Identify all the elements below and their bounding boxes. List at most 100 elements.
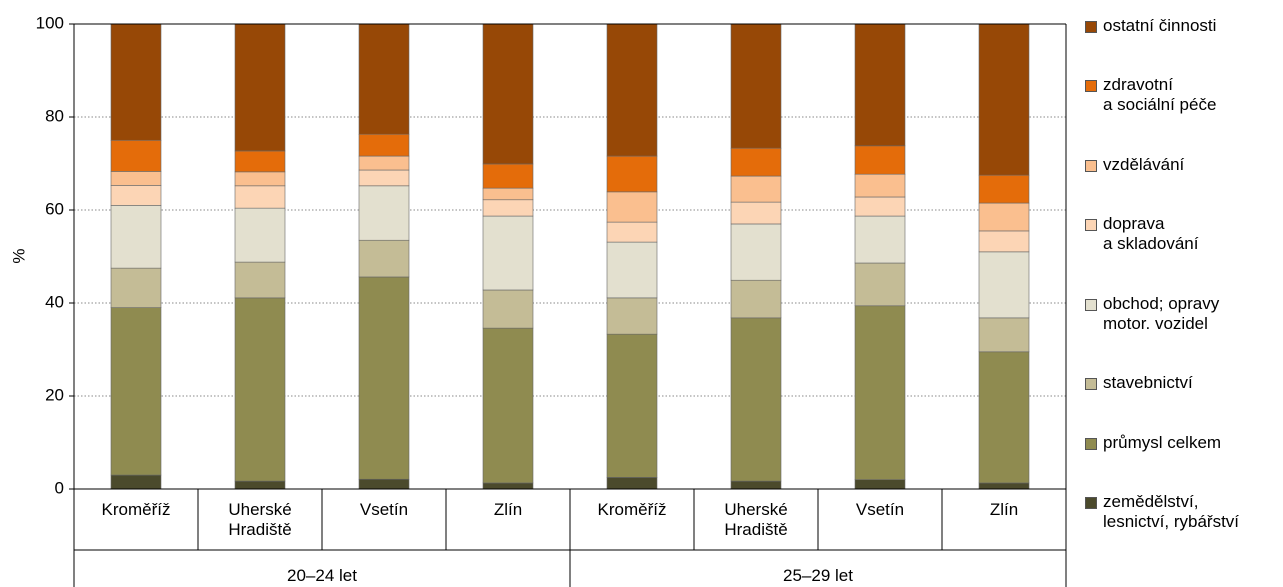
- legend-item: zemědělství, lesnictví, rybářství: [1085, 492, 1239, 532]
- bar-segment: [482, 215, 534, 291]
- bar-segment: [358, 478, 410, 490]
- bar-segment: [730, 147, 782, 177]
- bar-segment: [234, 185, 286, 209]
- bar-segment: [730, 480, 782, 490]
- bar-segment: [606, 297, 658, 335]
- bar-segment: [730, 23, 782, 149]
- legend-item: obchod; opravy motor. vozidel: [1085, 294, 1239, 334]
- legend-swatch: [1085, 80, 1097, 93]
- legend-item: ostatní činnosti: [1085, 16, 1239, 36]
- bar-segment: [730, 175, 782, 203]
- bar-segment: [978, 174, 1030, 204]
- bar-segment: [234, 171, 286, 187]
- legend-label: zdravotní a sociální péče: [1103, 75, 1217, 115]
- bar-segment: [234, 150, 286, 173]
- legend-item: vzdělávání: [1085, 155, 1239, 175]
- bar-segment: [854, 479, 906, 490]
- x-tick-label: Uherské Hradiště: [724, 500, 788, 539]
- bar-segment: [730, 279, 782, 319]
- legend-label: doprava a skladování: [1103, 214, 1199, 254]
- bar-segment: [978, 230, 1030, 253]
- bar-segment: [358, 276, 410, 480]
- bar-segment: [358, 155, 410, 171]
- x-tick-label: Kroměříž: [101, 500, 171, 519]
- bar-segment: [854, 215, 906, 264]
- bar-segment: [110, 267, 162, 308]
- legend-swatch: [1085, 437, 1097, 450]
- bar-segment: [482, 199, 534, 217]
- bar-segment: [234, 23, 286, 152]
- legend-label: průmysl celkem: [1103, 432, 1222, 452]
- legend-swatch: [1085, 378, 1097, 391]
- bar-segment: [978, 202, 1030, 232]
- legend-label: vzdělávání: [1103, 154, 1185, 174]
- x-tick-label: Zlín: [989, 500, 1019, 519]
- y-tick-label: 60: [45, 199, 64, 218]
- bar-segment: [234, 207, 286, 263]
- bar-segment: [110, 171, 162, 186]
- legend-label: zemědělství, lesnictví, rybářství: [1103, 491, 1240, 531]
- x-tick-label: Vsetín: [855, 500, 905, 519]
- x-tick-label: Uherské Hradiště: [228, 500, 292, 539]
- legend-swatch: [1085, 21, 1097, 33]
- bar-segment: [234, 480, 286, 490]
- bar-segment: [110, 23, 162, 141]
- x-tick-label: Zlín: [493, 500, 523, 519]
- bar-segment: [854, 305, 906, 481]
- bar-segment: [110, 307, 162, 476]
- bar-segment: [854, 262, 906, 307]
- bar-segment: [482, 289, 534, 329]
- bar-segment: [358, 169, 410, 187]
- bar-segment: [110, 139, 162, 172]
- bar-segment: [606, 191, 658, 223]
- bar-segment: [110, 185, 162, 206]
- y-tick-label: 100: [36, 13, 64, 32]
- bar-segment: [482, 482, 534, 490]
- bar-segment: [606, 155, 658, 193]
- x-tick-label: Vsetín: [359, 500, 409, 519]
- bar-segment: [110, 474, 162, 490]
- bar-segment: [978, 351, 1030, 484]
- group-label: 25–29 let: [783, 566, 853, 585]
- bar-segment: [978, 482, 1030, 490]
- bar-segment: [606, 333, 658, 478]
- bar-segment: [730, 201, 782, 225]
- bar-segment: [978, 251, 1030, 319]
- y-tick-label: 0: [55, 478, 64, 497]
- legend-label: obchod; opravy motor. vozidel: [1103, 293, 1220, 333]
- legend-item: průmysl celkem: [1085, 433, 1239, 453]
- legend-swatch: [1085, 219, 1097, 232]
- bar-segment: [358, 23, 410, 135]
- bar-segment: [482, 23, 534, 165]
- bar-segment: [978, 23, 1030, 176]
- bar-segment: [854, 196, 906, 217]
- legend-item: stavebnictví: [1085, 373, 1239, 393]
- bar-segment: [482, 327, 534, 484]
- legend-label: ostatní činnosti: [1103, 16, 1217, 35]
- bar-segment: [234, 297, 286, 482]
- bar-segment: [978, 317, 1030, 353]
- legend-swatch: [1085, 298, 1097, 311]
- y-tick-label: 80: [45, 106, 64, 125]
- bar-segment: [730, 317, 782, 482]
- bar-segment: [854, 173, 906, 198]
- x-tick-label: Kroměříž: [597, 500, 667, 519]
- legend-label: stavebnictví: [1103, 373, 1193, 393]
- bar-segment: [606, 241, 658, 299]
- bar-segment: [854, 145, 906, 175]
- bar-segment: [482, 163, 534, 189]
- y-tick-label: 20: [45, 385, 64, 404]
- legend: ostatní činnosti zdravotní a sociální péč…: [1085, 16, 1239, 532]
- bar-segment: [358, 185, 410, 241]
- bar-segment: [730, 223, 782, 281]
- y-tick-label: 40: [45, 292, 64, 311]
- legend-swatch: [1085, 159, 1097, 172]
- bar-segment: [110, 205, 162, 269]
- bar-segment: [606, 477, 658, 490]
- bar-segment: [234, 261, 286, 299]
- bar-segment: [854, 23, 906, 147]
- bar-segment: [482, 187, 534, 201]
- legend-swatch: [1085, 496, 1097, 509]
